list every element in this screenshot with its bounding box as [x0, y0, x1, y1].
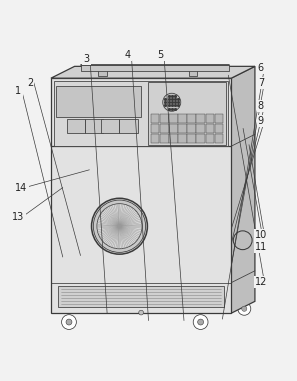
Bar [178, 114, 187, 123]
Bar [151, 114, 159, 123]
Text: 7: 7 [258, 78, 264, 88]
Circle shape [61, 315, 76, 330]
Bar [169, 124, 178, 133]
Bar [178, 134, 187, 144]
Text: 14: 14 [15, 182, 28, 192]
Bar [151, 134, 159, 144]
Text: 10: 10 [255, 230, 267, 240]
Circle shape [93, 200, 146, 252]
Text: 9: 9 [258, 116, 264, 126]
Bar [189, 66, 197, 77]
Bar [119, 119, 138, 133]
Circle shape [66, 319, 72, 325]
Bar [187, 134, 196, 144]
Bar [148, 82, 226, 145]
Bar [206, 134, 214, 144]
Text: 6: 6 [258, 63, 264, 73]
Bar [206, 124, 214, 133]
Text: 4: 4 [125, 50, 131, 60]
Bar [160, 124, 169, 133]
Bar [187, 114, 196, 123]
Bar [215, 124, 223, 133]
Text: 8: 8 [258, 101, 264, 111]
Text: 5: 5 [157, 50, 163, 60]
Bar [102, 119, 119, 133]
Circle shape [163, 93, 181, 111]
Circle shape [97, 204, 142, 249]
Circle shape [193, 315, 208, 330]
Polygon shape [231, 66, 255, 313]
Circle shape [91, 198, 147, 254]
Bar [178, 124, 187, 133]
Bar [206, 114, 214, 123]
Bar [160, 114, 169, 123]
Bar [56, 86, 141, 117]
Text: 1: 1 [15, 86, 21, 96]
Circle shape [139, 310, 143, 315]
Bar [215, 114, 223, 123]
Bar [197, 134, 205, 144]
Bar [187, 124, 196, 133]
Bar [160, 134, 169, 144]
Polygon shape [51, 66, 255, 78]
Bar [98, 66, 107, 77]
Bar [51, 78, 231, 313]
Bar [67, 119, 85, 133]
Bar [54, 81, 228, 146]
Text: 2: 2 [27, 78, 33, 88]
Bar [81, 66, 229, 71]
Bar [197, 114, 205, 123]
Bar [151, 124, 159, 133]
Bar [197, 124, 205, 133]
Bar [169, 114, 178, 123]
Bar [169, 134, 178, 144]
Text: 13: 13 [12, 212, 25, 222]
Circle shape [238, 302, 251, 315]
Text: 3: 3 [83, 54, 89, 64]
Circle shape [242, 306, 247, 311]
Bar [85, 119, 103, 133]
Bar [58, 286, 224, 307]
Text: 11: 11 [255, 242, 267, 252]
Circle shape [198, 319, 203, 325]
Text: 12: 12 [255, 277, 267, 287]
Bar [215, 134, 223, 144]
